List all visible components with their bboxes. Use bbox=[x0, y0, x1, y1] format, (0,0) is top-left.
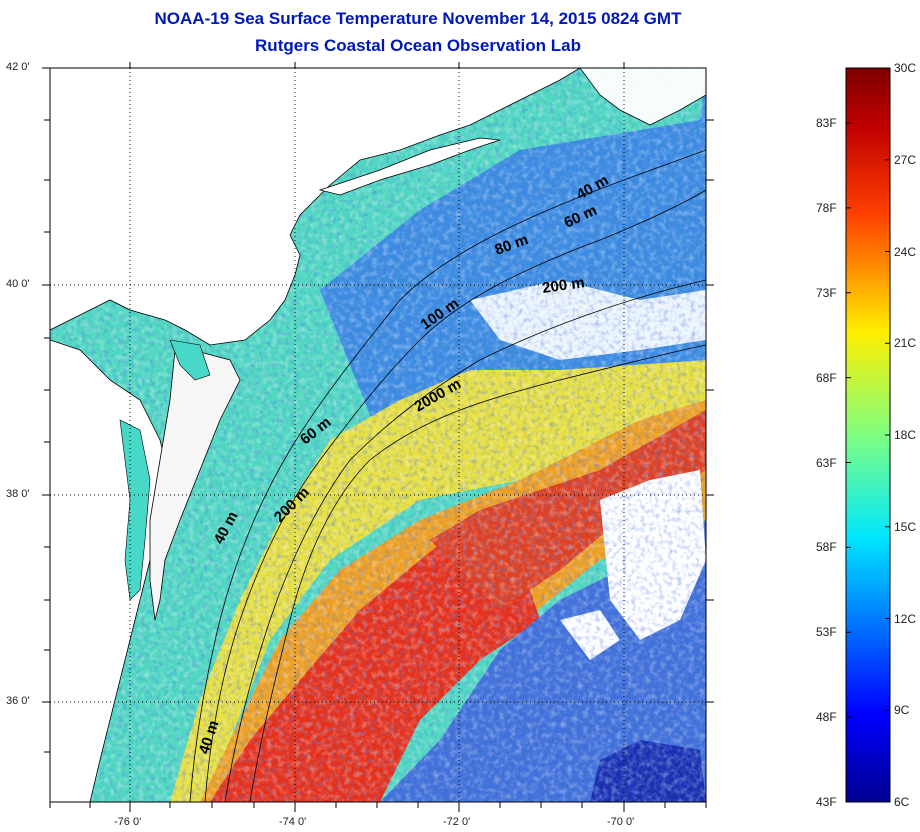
colorbar-fahrenheit-label: 78F bbox=[816, 200, 837, 215]
lon-tick-label: -76 0' bbox=[114, 816, 142, 828]
axis-ticks bbox=[42, 62, 714, 812]
colorbar-ticks bbox=[846, 67, 890, 803]
colorbar-celsius-label: 24C bbox=[894, 244, 917, 259]
lon-tick-label: -72 0' bbox=[443, 816, 471, 828]
sst-imagery bbox=[50, 68, 706, 802]
colorbar-fahrenheit-label: 73F bbox=[816, 285, 837, 300]
colorbar bbox=[845, 67, 891, 803]
colorbar-celsius-label: 21C bbox=[894, 336, 917, 351]
colorbar-fahrenheit-label: 83F bbox=[816, 116, 837, 130]
map-frame bbox=[49, 67, 707, 803]
lat-lon-grid bbox=[50, 68, 706, 802]
colorbar-fahrenheit-label: 68F bbox=[816, 370, 837, 385]
lon-tick-label: -74 0' bbox=[279, 816, 307, 828]
colorbar-celsius-label: 12C bbox=[894, 611, 917, 626]
colorbar-celsius-label: 9C bbox=[894, 703, 910, 718]
colorbar-celsius-label: 15C bbox=[894, 519, 917, 534]
colorbar-fahrenheit-label: 43F bbox=[816, 795, 837, 809]
colorbar-celsius-label: 27C bbox=[894, 152, 917, 167]
colorbar-celsius-label: 6C bbox=[894, 795, 910, 809]
chart-subtitle: Rutgers Coastal Ocean Observation Lab bbox=[255, 36, 581, 55]
colorbar-fahrenheit-label: 58F bbox=[816, 540, 837, 555]
lat-tick-label: 38 0' bbox=[6, 488, 30, 500]
colorbar-celsius-label: 30C bbox=[894, 61, 917, 75]
isobath-contours bbox=[189, 149, 706, 802]
colorbar-fahrenheit-label: 48F bbox=[816, 710, 837, 725]
colorbar-celsius-label: 18C bbox=[894, 428, 917, 442]
lat-tick-label: 42 0' bbox=[6, 61, 30, 73]
colorbar-fahrenheit-label: 53F bbox=[816, 625, 837, 640]
lat-tick-label: 40 0' bbox=[6, 278, 30, 290]
colorbar-fahrenheit-label: 63F bbox=[816, 455, 837, 470]
lon-tick-label: -70 0' bbox=[607, 816, 635, 828]
isobath-label: 200 m bbox=[541, 274, 585, 297]
lat-tick-label: 36 0' bbox=[6, 695, 30, 707]
chart-title: NOAA-19 Sea Surface Temperature November… bbox=[154, 9, 682, 28]
